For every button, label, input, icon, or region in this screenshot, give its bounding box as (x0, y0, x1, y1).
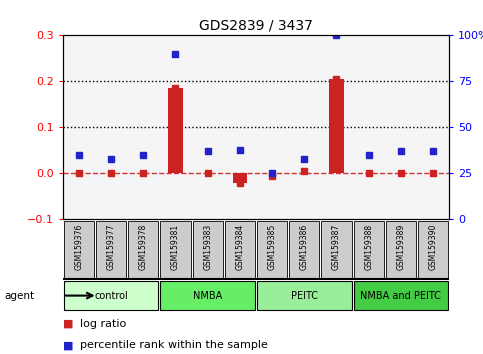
Bar (233, 173, 247, 183)
Text: log ratio: log ratio (80, 319, 126, 329)
Text: GSM159389: GSM159389 (397, 224, 405, 270)
Text: GSM159384: GSM159384 (235, 224, 244, 270)
Text: ■: ■ (63, 319, 73, 329)
Text: ■: ■ (63, 340, 73, 350)
FancyBboxPatch shape (96, 221, 126, 279)
Text: GSM159381: GSM159381 (171, 224, 180, 270)
Text: GSM159378: GSM159378 (139, 224, 148, 270)
Bar (329, 79, 344, 173)
FancyBboxPatch shape (354, 281, 448, 310)
Bar (168, 88, 183, 173)
Text: GSM159383: GSM159383 (203, 224, 212, 270)
Text: agent: agent (5, 291, 35, 301)
Text: GSM159385: GSM159385 (268, 224, 277, 270)
FancyBboxPatch shape (257, 281, 352, 310)
FancyBboxPatch shape (225, 221, 255, 279)
FancyBboxPatch shape (321, 221, 352, 279)
FancyBboxPatch shape (64, 221, 94, 279)
Text: NMBA: NMBA (193, 291, 222, 301)
Text: percentile rank within the sample: percentile rank within the sample (80, 340, 268, 350)
Text: control: control (94, 291, 128, 301)
FancyBboxPatch shape (386, 221, 416, 279)
FancyBboxPatch shape (193, 221, 223, 279)
FancyBboxPatch shape (354, 221, 384, 279)
FancyBboxPatch shape (160, 281, 255, 310)
FancyBboxPatch shape (128, 221, 158, 279)
Text: GSM159377: GSM159377 (107, 224, 115, 270)
Text: NMBA and PEITC: NMBA and PEITC (360, 291, 441, 301)
Text: GSM159387: GSM159387 (332, 224, 341, 270)
Text: PEITC: PEITC (291, 291, 318, 301)
FancyBboxPatch shape (64, 281, 158, 310)
Text: GSM159390: GSM159390 (428, 224, 438, 270)
FancyBboxPatch shape (289, 221, 319, 279)
FancyBboxPatch shape (257, 221, 287, 279)
Text: GSM159376: GSM159376 (74, 224, 84, 270)
Text: GSM159388: GSM159388 (364, 224, 373, 270)
FancyBboxPatch shape (418, 221, 448, 279)
Title: GDS2839 / 3437: GDS2839 / 3437 (199, 19, 313, 33)
FancyBboxPatch shape (160, 221, 191, 279)
Text: GSM159386: GSM159386 (300, 224, 309, 270)
